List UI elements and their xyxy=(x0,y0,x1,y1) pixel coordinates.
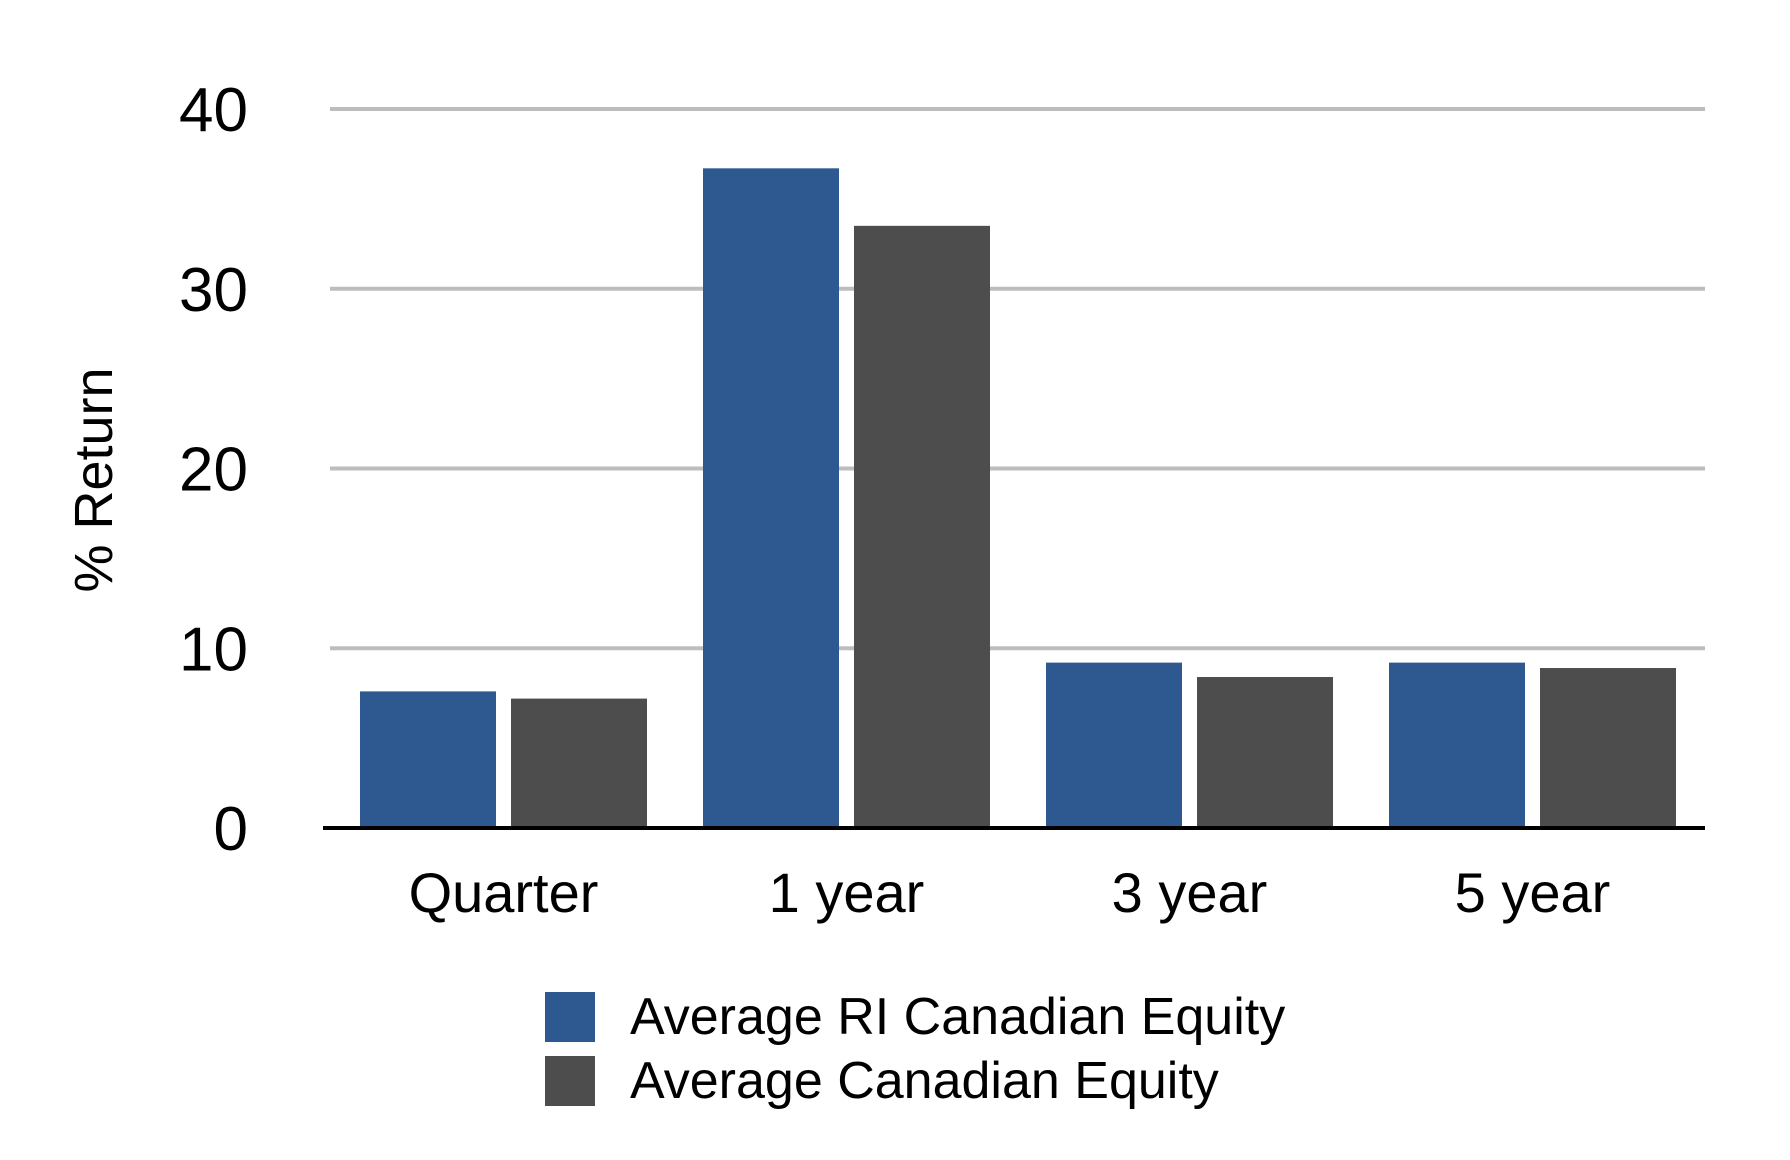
x-category-label: 5 year xyxy=(1455,861,1611,924)
y-axis-title: % Return xyxy=(64,367,124,592)
bar-1-year-series-1 xyxy=(703,168,839,826)
bar-quarter-series-2 xyxy=(511,698,647,826)
x-category-label: 1 year xyxy=(769,861,925,924)
bar-1-year-series-2 xyxy=(854,225,990,826)
bars xyxy=(360,168,1676,826)
legend: Average RI Canadian Equity Average Canadi… xyxy=(545,988,1285,1110)
y-axis-ticks: 0 10 20 30 40 xyxy=(179,76,248,864)
y-tick-label: 30 xyxy=(179,256,248,325)
bar-5-year-series-2 xyxy=(1540,668,1676,826)
bar-3-year-series-1 xyxy=(1046,662,1182,826)
x-axis-categories: Quarter 1 year 3 year 5 year xyxy=(409,861,1611,924)
bar-quarter-series-1 xyxy=(360,691,496,826)
y-tick-label: 20 xyxy=(179,436,248,505)
x-category-label: Quarter xyxy=(409,861,599,924)
legend-label: Average Canadian Equity xyxy=(630,1052,1219,1110)
bar-5-year-series-1 xyxy=(1389,662,1525,826)
y-tick-label: 10 xyxy=(179,615,248,684)
x-category-label: 3 year xyxy=(1112,861,1268,924)
y-tick-label: 40 xyxy=(179,76,248,145)
legend-label: Average RI Canadian Equity xyxy=(630,988,1285,1046)
gridlines xyxy=(330,107,1705,651)
legend-swatch xyxy=(545,992,595,1042)
legend-swatch xyxy=(545,1056,595,1106)
bar-3-year-series-2 xyxy=(1197,677,1333,826)
y-tick-label: 0 xyxy=(214,795,248,864)
